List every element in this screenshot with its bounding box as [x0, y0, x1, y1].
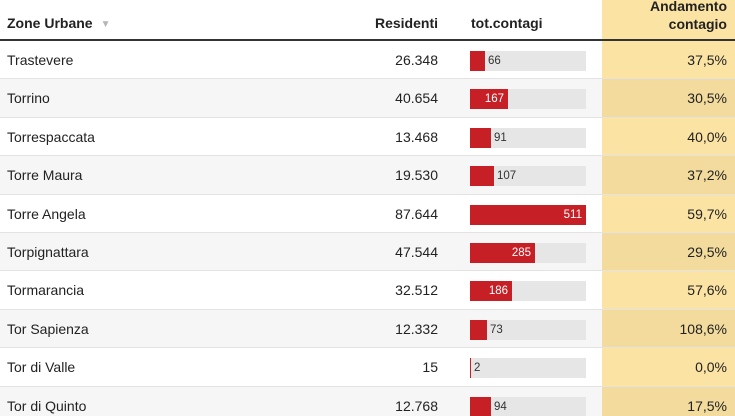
cell-andamento: 17,5% [687, 397, 727, 414]
contagi-bar-fill [470, 51, 485, 71]
contagi-bar-fill [470, 319, 487, 340]
contagi-bar-track: 167 [470, 89, 586, 110]
contagi-bar-track: 511 [470, 204, 586, 225]
contagi-bar-fill [470, 281, 512, 302]
cell-zone: Tor di Quinto [7, 397, 87, 414]
cell-andamento: 37,5% [687, 52, 727, 68]
contagi-bar-track: 66 [470, 51, 586, 71]
table-row: Tor di Valle 15 2 0,0% [0, 348, 735, 387]
table-row: Torre Angela 87.644 511 59,7% [0, 195, 735, 233]
table-body: Trastevere 26.348 66 37,5% Torrino 40.654 167 3… [0, 41, 735, 416]
cell-residents: 13.468 [395, 128, 438, 145]
contagi-bar-fill [470, 242, 535, 263]
cell-residents: 87.644 [395, 205, 438, 222]
contagi-bar-label: 94 [494, 400, 507, 413]
cell-zone: Tormarancia [7, 282, 85, 299]
cell-residents: 12.768 [395, 397, 438, 414]
contagi-bar-fill [470, 204, 586, 225]
contagi-bar-fill [470, 396, 491, 416]
cell-zone: Torre Maura [7, 167, 83, 184]
cell-residents: 19.530 [395, 167, 438, 184]
contagi-bar-label: 107 [497, 170, 517, 183]
column-header-andamento[interactable]: Andamento contagio [650, 0, 727, 33]
cell-andamento: 0,0% [695, 359, 727, 376]
table-row: Tormarancia 32.512 186 57,6% [0, 271, 735, 310]
column-header-andamento-line2: contagio [668, 16, 727, 32]
cell-zone: Tor di Valle [7, 359, 76, 376]
contagi-bar-label: 511 [563, 208, 582, 221]
column-header-andamento-line1: Andamento [650, 0, 727, 14]
table-row: Tor di Quinto 12.768 94 17,5% [0, 387, 735, 416]
contagi-bar-label: 66 [488, 55, 501, 67]
cell-zone: Torre Angela [7, 205, 86, 222]
contagi-bar-track: 2 [470, 358, 586, 379]
contagi-bar-fill [470, 89, 508, 110]
cell-andamento: 108,6% [679, 320, 727, 337]
contagi-bar-label: 2 [474, 362, 481, 375]
contagi-bar-track: 186 [470, 281, 586, 302]
column-header-zone-label: Zone Urbane [7, 15, 93, 31]
table-row: Trastevere 26.348 66 37,5% [0, 41, 735, 80]
cell-andamento: 59,7% [687, 205, 727, 222]
contagi-bar-track: 285 [470, 242, 586, 263]
contagi-bar-fill [470, 166, 494, 187]
cell-residents: 40.654 [395, 90, 438, 107]
contagi-bar-label: 186 [488, 285, 508, 298]
table-row: Torrino 40.654 167 30,5% [0, 79, 735, 118]
table-row: Torrespaccata 13.468 91 40,0% [0, 118, 735, 157]
contagi-bar-label: 91 [494, 131, 507, 144]
contagi-bar-fill [470, 127, 491, 148]
table-row: Tor Sapienza 12.332 73 108,6% [0, 310, 735, 349]
cell-zone: Torrespaccata [7, 128, 95, 145]
table-row: Torre Maura 19.530 107 37,2% [0, 156, 735, 195]
cell-andamento: 40,0% [687, 128, 727, 145]
cell-andamento: 30,5% [687, 90, 727, 107]
cell-zone: Torrino [7, 90, 50, 107]
cell-residents: 47.544 [395, 243, 438, 260]
contagi-bar-label: 73 [490, 323, 503, 336]
contagi-bar-label: 285 [511, 246, 531, 259]
contagi-bar-track: 91 [470, 127, 586, 148]
andamento-column-highlight [602, 0, 735, 416]
cell-andamento: 37,2% [687, 167, 727, 184]
column-header-zone[interactable]: Zone Urbane ▼ [7, 15, 110, 33]
column-header-tot-contagi[interactable]: tot.contagi [471, 15, 543, 31]
cell-residents: 12.332 [395, 320, 438, 337]
contagi-bar-track: 107 [470, 166, 586, 187]
cell-andamento: 57,6% [687, 282, 727, 299]
contagi-bar-fill [470, 358, 471, 379]
contagi-bar-label: 167 [484, 93, 504, 106]
cell-residents: 15 [422, 359, 438, 376]
table-header: Zone Urbane ▼ Residenti tot.contagi Andam… [0, 0, 735, 41]
cell-zone: Tor Sapienza [7, 320, 89, 337]
cell-residents: 32.512 [395, 282, 438, 299]
cell-zone: Torpignattara [7, 243, 89, 260]
triangle-down-icon[interactable]: ▼ [100, 19, 111, 30]
cell-residents: 26.348 [395, 52, 438, 68]
column-header-residents[interactable]: Residenti [374, 15, 438, 31]
cell-zone: Trastevere [7, 52, 74, 68]
contagi-bar-track: 94 [470, 396, 586, 416]
cell-andamento: 29,5% [687, 243, 727, 260]
contagi-bar-track: 73 [470, 319, 586, 340]
table-row: Torpignattara 47.544 285 29,5% [0, 233, 735, 272]
